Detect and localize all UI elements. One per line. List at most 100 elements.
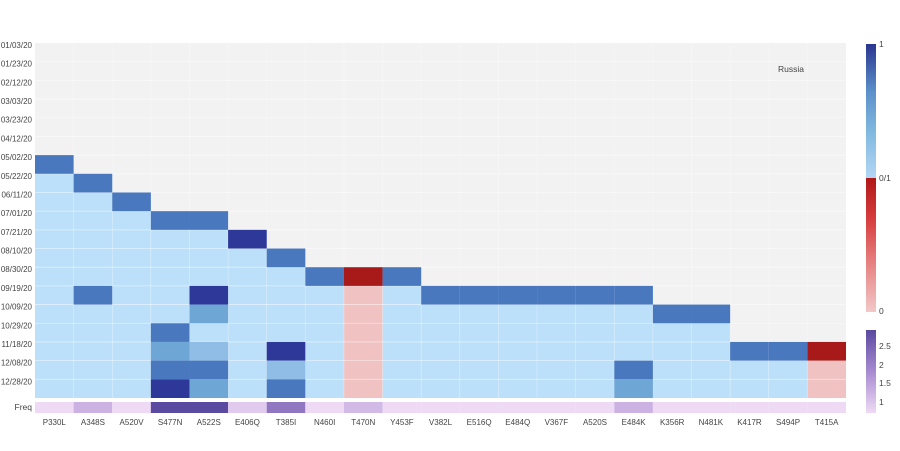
- x-tick-label: T470N: [351, 418, 375, 427]
- detection-cell-E484K: [614, 379, 653, 398]
- y-tick-label: 02/12/20: [1, 78, 33, 87]
- colorbar-freq-tick: 1.5: [879, 378, 891, 388]
- detection-cell-A520S: [575, 285, 615, 305]
- detection-cell-V382L: [421, 285, 460, 305]
- x-tick-label: S494P: [776, 418, 800, 427]
- cell-range-A520V: [112, 192, 151, 398]
- freq-cell-A520S: [575, 402, 615, 413]
- detection-cell-A348S: [73, 285, 113, 305]
- y-tick-label: 04/12/20: [1, 134, 33, 143]
- y-tick-label: 10/09/20: [1, 303, 33, 312]
- cell-range-Y453F: [382, 267, 422, 398]
- freq-cell-T470N: [343, 402, 383, 413]
- colorbar-freq-tick: 2: [879, 360, 884, 370]
- detection-cell-T385I: [266, 341, 306, 361]
- freq-cell-K356R: [652, 402, 692, 413]
- x-tick-label: T415A: [815, 418, 839, 427]
- x-axis-tick-labels: P330L A348S A520V S477N A522S E406Q T385I N460I…: [43, 418, 839, 427]
- detection-cell-V367F: [537, 285, 576, 305]
- y-tick-label: 05/22/20: [1, 172, 33, 181]
- x-tick-label: E484Q: [505, 418, 530, 427]
- colorbar-freq-tick: 1: [879, 397, 884, 407]
- x-tick-label: E484K: [622, 418, 647, 427]
- detection-cell-A522S: [189, 360, 229, 380]
- freq-cell-N481K: [691, 402, 731, 413]
- cell-range-P330L: [35, 155, 74, 398]
- y-tick-label: 03/03/20: [1, 97, 33, 106]
- detection-cell-S477N: [150, 379, 190, 398]
- detection-cell-A348S: [73, 173, 113, 193]
- freq-cell-V382L: [421, 402, 460, 413]
- x-tick-label: A522S: [197, 418, 221, 427]
- detection-cell-N481K: [691, 304, 731, 324]
- x-tick-label: A520S: [583, 418, 607, 427]
- x-tick-label: P330L: [43, 418, 67, 427]
- x-tick-label: K356R: [660, 418, 685, 427]
- x-tick-label: A520V: [120, 418, 145, 427]
- y-tick-label: 01/23/20: [1, 60, 33, 69]
- detection-cell-E484Q: [498, 285, 538, 305]
- y-tick-label: 07/21/20: [1, 228, 33, 237]
- freq-cell-V367F: [537, 402, 576, 413]
- detection-cell-K417R: [730, 341, 769, 361]
- y-axis-tick-labels: 01/03/20 01/23/20 02/12/20 03/03/20 03/23/20…: [1, 41, 33, 386]
- detection-cell-E484K: [614, 285, 653, 305]
- freq-cell-E406Q: [228, 402, 267, 413]
- detection-cell-E406Q: [228, 229, 267, 249]
- freq-cell-N460I: [305, 402, 344, 413]
- freq-cell-Y453F: [382, 402, 422, 413]
- detection-cell-A522S: [189, 304, 229, 324]
- freq-cell-P330L: [35, 402, 74, 413]
- y-tick-label: 06/11/20: [1, 190, 32, 199]
- colorbar-freq-tick: 2.5: [879, 341, 891, 351]
- freq-cell-E484K: [614, 402, 653, 413]
- x-tick-label: Y453F: [390, 418, 414, 427]
- cell-range-N460I: [305, 267, 344, 398]
- y-tick-label: 05/02/20: [1, 153, 33, 162]
- freq-cell-E484Q: [498, 402, 538, 413]
- detection-cell-S477N: [150, 323, 190, 342]
- colorbar-freq: [866, 330, 876, 413]
- detection-cell-S494P: [768, 341, 808, 361]
- freq-cell-S477N: [150, 402, 190, 413]
- freq-cell-K417R: [730, 402, 769, 413]
- detection-cell-T385I: [266, 248, 306, 268]
- cell-range-E406Q: [228, 229, 267, 398]
- detection-cell-K356R: [652, 304, 692, 324]
- freq-cell-T385I: [266, 402, 306, 413]
- x-tick-label: N481K: [699, 418, 724, 427]
- detection-cell-E484K: [614, 360, 653, 380]
- freq-cell-E516Q: [459, 402, 499, 413]
- detection-cell-T385I: [266, 379, 306, 398]
- colorbar-blue: [866, 44, 876, 178]
- y-tick-label: 10/29/20: [1, 321, 33, 330]
- annotation-country: Russia: [778, 64, 804, 74]
- x-tick-label: K417R: [737, 418, 762, 427]
- y-tick-label: 12/28/20: [1, 377, 33, 386]
- freq-cell-A522S: [189, 402, 229, 413]
- x-tick-label: E406Q: [235, 418, 260, 427]
- detection-cell-A522S: [189, 211, 229, 230]
- detection-cell-A522S: [189, 341, 229, 361]
- detection-cell-Y453F: [382, 267, 422, 286]
- x-tick-label: S477N: [158, 418, 183, 427]
- cell-range-T470N: [343, 267, 383, 398]
- detection-cell-T415A: [807, 341, 846, 361]
- x-tick-label: T385I: [276, 418, 296, 427]
- freq-label: Freq: [15, 402, 33, 412]
- detection-cell-A522S: [189, 285, 229, 305]
- x-tick-label: N460I: [314, 418, 335, 427]
- y-tick-label: 03/23/20: [1, 116, 33, 125]
- detection-cell-A522S: [189, 379, 229, 398]
- y-tick-label: 08/30/20: [1, 265, 33, 274]
- x-tick-label: V367F: [545, 418, 569, 427]
- y-tick-label: 01/03/20: [1, 41, 33, 50]
- y-tick-label: 09/19/20: [1, 284, 33, 293]
- colorbar-mid-tick: 0/1: [879, 173, 891, 183]
- detection-cell-E516Q: [459, 285, 499, 305]
- detection-cell-T470N: [343, 267, 383, 286]
- freq-cell-A348S: [73, 402, 113, 413]
- detection-cell-N460I: [305, 267, 344, 286]
- y-tick-label: 07/01/20: [1, 209, 33, 218]
